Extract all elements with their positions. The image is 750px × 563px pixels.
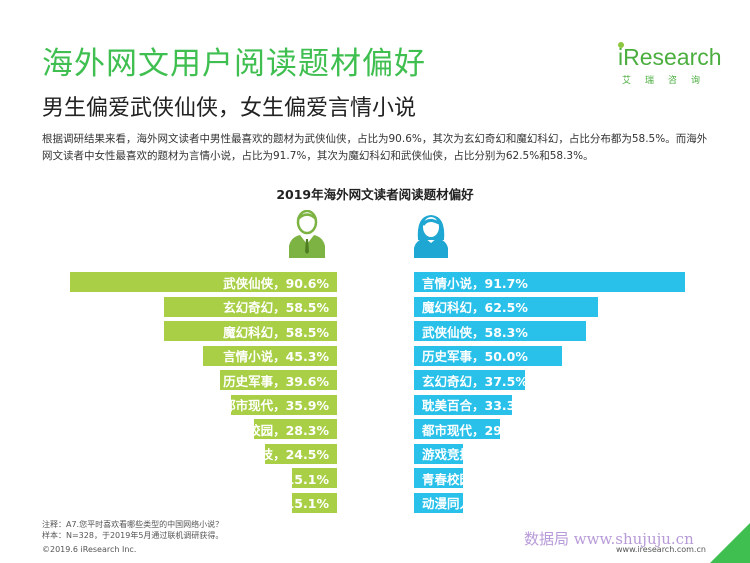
- female-bar-8: 游戏竞技，16.7%: [414, 443, 528, 464]
- page-title: 海外网文用户阅读题材偏好: [42, 46, 426, 82]
- note-question: 注释：A7.您平时喜欢看哪些类型的中国网络小说？: [42, 520, 224, 529]
- female-bar-10: 动漫同人，16.7%: [414, 492, 528, 513]
- male-bar-6: 都市现代，35.9%: [223, 394, 337, 415]
- male-bar-7: 青春校园，28.3%: [223, 419, 337, 439]
- female-bar-label: 游戏竞技，16.7%: [422, 447, 528, 462]
- male-bar-label: 历史军事，39.6%: [223, 373, 329, 389]
- female-bar-7: 都市现代，29.2%: [414, 419, 528, 439]
- male-bar-8: 游戏竞技，24.5%: [223, 443, 337, 464]
- note-sample: 样本：N=328，于2019年5月通过联机调研获得。: [42, 531, 224, 540]
- female-bar-5: 玄幻奇幻，37.5%: [414, 370, 528, 390]
- description-text: 根据调研结果来看，海外网文读者中男性最喜欢的题材为武侠仙侠，占比为90.6%，其…: [42, 133, 708, 162]
- chart-title: 2019年海外网文读者阅读题材偏好: [276, 187, 474, 202]
- female-bar-9: 青春校园，16.7%: [414, 468, 528, 488]
- website-url: www.iresearch.com.cn: [616, 545, 706, 554]
- male-icon: [289, 210, 325, 258]
- male-bar-label: 游戏竞技，24.5%: [223, 447, 329, 462]
- male-bar-label: 青春校园，28.3%: [223, 422, 329, 438]
- watermark: 数据局 www.shujuju.cn: [524, 530, 694, 548]
- logo-subtitle: 艾瑞咨询: [622, 76, 715, 86]
- female-bar-label: 历史军事，50.0%: [422, 349, 528, 364]
- logo-wordmark: iResearch: [618, 42, 722, 71]
- footnotes: 注释：A7.您平时喜欢看哪些类型的中国网络小说？ 样本：N=328，于2019年…: [42, 519, 223, 541]
- logo-dot: [618, 42, 624, 48]
- female-bar-4: 历史军事，50.0%: [414, 345, 562, 366]
- male-bar-label: 武侠仙侠，90.6%: [223, 275, 329, 291]
- iresearch-logo: iResearch 艾瑞咨询: [618, 42, 722, 86]
- female-bar-label: 玄幻奇幻，37.5%: [422, 373, 528, 389]
- male-bar-10: 动漫同人，15.1%: [223, 492, 337, 513]
- female-bar-label: 武侠仙侠，58.3%: [422, 324, 528, 340]
- male-bar-4: 言情小说，45.3%: [203, 345, 337, 366]
- female-bar-3: 武侠仙侠，58.3%: [414, 321, 586, 341]
- female-bar-label: 言情小说，91.7%: [422, 275, 528, 291]
- female-bar-label: 青春校园，16.7%: [422, 471, 528, 487]
- female-icon: [414, 215, 448, 258]
- male-bar-5: 历史军事，39.6%: [220, 370, 337, 390]
- male-bar-2: 玄幻奇幻，58.5%: [164, 296, 337, 317]
- logo-text: iResearch: [618, 44, 722, 70]
- male-bar-label: 都市现代，35.9%: [223, 398, 329, 413]
- female-bar-6: 耽美百合，33.3%: [414, 394, 528, 415]
- copyright: ©2019.6 iResearch Inc.: [42, 545, 137, 554]
- corner-decoration: [710, 523, 750, 563]
- male-bar-label: 恐怖悬疑，15.1%: [223, 471, 329, 487]
- male-bar-label: 魔幻科幻，58.5%: [223, 324, 329, 340]
- male-bar-label: 动漫同人，15.1%: [223, 496, 329, 511]
- male-bar-label: 玄幻奇幻，58.5%: [223, 300, 329, 315]
- male-bar-label: 言情小说，45.3%: [223, 349, 329, 364]
- page-number: 42: [724, 542, 740, 556]
- female-bar-label: 魔幻科幻，62.5%: [422, 300, 528, 315]
- female-bar-label: 动漫同人，16.7%: [422, 496, 528, 511]
- male-bar-3: 魔幻科幻，58.5%: [164, 321, 337, 341]
- female-bar-2: 魔幻科幻，62.5%: [414, 296, 599, 317]
- male-bar-9: 恐怖悬疑，15.1%: [223, 468, 337, 488]
- male-bar-1: 武侠仙侠，90.6%: [69, 272, 337, 292]
- page-subtitle: 男生偏爱武侠仙侠，女生偏爱言情小说: [42, 96, 417, 121]
- female-bar-1: 言情小说，91.7%: [414, 272, 685, 292]
- female-bar-label: 耽美百合，33.3%: [422, 398, 528, 413]
- female-bar-label: 都市现代，29.2%: [422, 422, 528, 438]
